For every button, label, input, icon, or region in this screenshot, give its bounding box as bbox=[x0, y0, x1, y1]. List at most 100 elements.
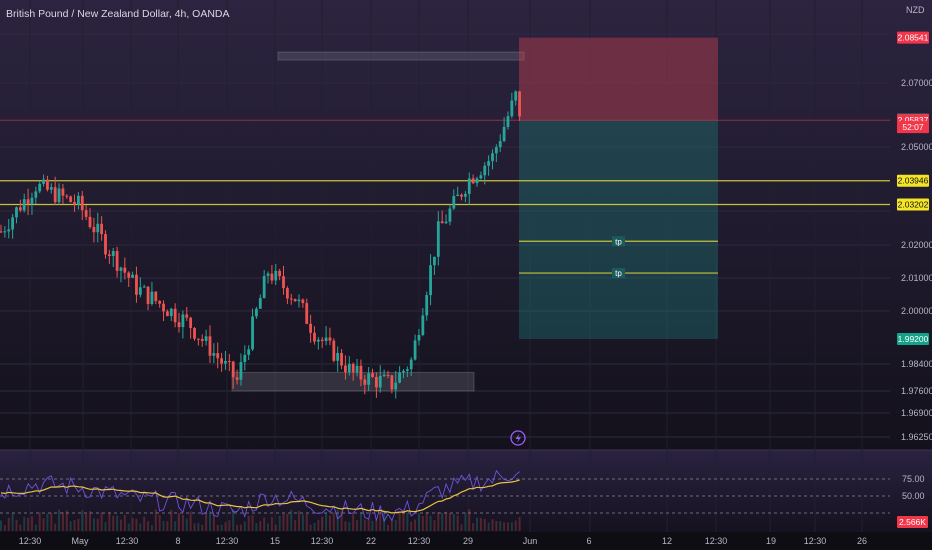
volume-bar bbox=[390, 519, 393, 531]
volume-bar bbox=[301, 514, 304, 531]
candle bbox=[173, 308, 177, 323]
volume-bar bbox=[321, 516, 324, 531]
indicator-pane: 75.00 50.00 2.566K bbox=[0, 469, 928, 531]
lightning-icon[interactable] bbox=[510, 430, 526, 446]
price-badge bbox=[897, 174, 929, 187]
volume-bar bbox=[510, 522, 513, 531]
candle bbox=[479, 175, 483, 179]
candle bbox=[196, 338, 200, 340]
volume-bar bbox=[73, 520, 76, 531]
candle bbox=[239, 362, 243, 380]
candle bbox=[336, 352, 340, 361]
volume-bar bbox=[119, 519, 122, 531]
candle bbox=[212, 353, 216, 356]
candle bbox=[96, 223, 100, 233]
volume-bar bbox=[58, 509, 61, 531]
candle bbox=[340, 352, 343, 366]
candle bbox=[38, 183, 42, 192]
volume-bar bbox=[452, 514, 455, 531]
price-badge-label: 2.03202 bbox=[898, 200, 929, 210]
candle bbox=[328, 337, 332, 341]
volume-bar bbox=[54, 523, 57, 531]
volume-bar bbox=[263, 517, 266, 531]
volume-bar bbox=[518, 517, 521, 531]
volume-bar bbox=[65, 510, 68, 531]
candle bbox=[166, 311, 169, 317]
volume-bar bbox=[15, 519, 18, 531]
volume-bar bbox=[387, 524, 389, 531]
time-tick-label: 19 bbox=[766, 536, 776, 546]
candle bbox=[359, 365, 363, 380]
candle bbox=[200, 339, 204, 341]
candle bbox=[88, 216, 92, 228]
volume-bar bbox=[208, 511, 211, 531]
volume-bar bbox=[116, 515, 119, 531]
volume-bar bbox=[363, 519, 366, 531]
indicator-level-label: 50.00 bbox=[902, 491, 925, 501]
candle bbox=[107, 254, 111, 257]
candle bbox=[30, 197, 34, 204]
candle bbox=[208, 336, 212, 356]
candle bbox=[394, 382, 398, 390]
candle bbox=[313, 332, 316, 342]
volume-bar bbox=[162, 521, 165, 531]
price-tick-label: 1.96250 bbox=[901, 432, 932, 442]
price-tick-label: 2.01000 bbox=[901, 273, 932, 283]
candle bbox=[332, 340, 336, 361]
candle bbox=[115, 251, 119, 271]
price-badge bbox=[897, 333, 929, 345]
candle bbox=[320, 339, 324, 342]
volume-bar bbox=[305, 513, 308, 531]
price-badge bbox=[897, 121, 929, 134]
volume-bar bbox=[495, 520, 498, 531]
volume-bar bbox=[23, 517, 26, 531]
volume-bar bbox=[479, 517, 482, 531]
volume-bar bbox=[402, 509, 405, 531]
volume-bar bbox=[11, 513, 14, 531]
candle bbox=[154, 291, 158, 301]
volume-bar bbox=[375, 520, 378, 531]
candle bbox=[77, 195, 80, 205]
candle bbox=[405, 369, 409, 371]
volume-bar bbox=[143, 516, 146, 531]
price-tick-label: 2.07000 bbox=[901, 78, 932, 88]
volume-bar bbox=[185, 518, 188, 531]
candle bbox=[475, 178, 479, 184]
candle bbox=[80, 195, 84, 211]
volume-bar bbox=[476, 517, 479, 531]
volume-bar bbox=[325, 512, 328, 531]
candle bbox=[251, 316, 254, 350]
time-tick-label: 12:30 bbox=[116, 536, 139, 546]
volume-bar bbox=[499, 521, 502, 531]
candle bbox=[258, 298, 262, 309]
volume-bar bbox=[81, 510, 84, 531]
upper-gray-zone[interactable] bbox=[277, 51, 525, 61]
volume-bar bbox=[166, 521, 169, 531]
stop-loss-zone[interactable] bbox=[519, 37, 718, 121]
candle bbox=[506, 116, 510, 127]
volume-bar bbox=[228, 520, 231, 531]
volume-bar bbox=[371, 521, 374, 531]
candle bbox=[138, 287, 142, 295]
short-position-tool[interactable]: tp tp bbox=[0, 37, 890, 339]
volume-bar bbox=[193, 523, 196, 531]
time-axis[interactable]: 12:30 May 12:30 8 12:30 15 12:30 22 12:30 29 Jun 6 1… bbox=[19, 536, 867, 546]
candlestick-series bbox=[0, 90, 521, 399]
take-profit-zone[interactable] bbox=[519, 120, 718, 339]
price-badge-label: 2.03946 bbox=[898, 176, 929, 186]
candle bbox=[502, 126, 506, 142]
price-axis[interactable]: 2.07000 2.05000 2.02000 2.01000 2.00000 1.984… bbox=[897, 31, 932, 442]
volume-bar bbox=[282, 513, 285, 531]
tp-label-background bbox=[612, 268, 625, 279]
volume-bar bbox=[445, 511, 448, 531]
candle bbox=[224, 360, 227, 364]
candle bbox=[460, 194, 463, 197]
tp-label: tp bbox=[615, 237, 622, 246]
candle bbox=[467, 178, 471, 194]
volume-bar bbox=[356, 520, 359, 531]
volume-bar bbox=[367, 518, 370, 531]
horizontal-lines[interactable] bbox=[0, 180, 890, 206]
volume-bar bbox=[0, 520, 2, 531]
volume-bar bbox=[61, 512, 64, 531]
